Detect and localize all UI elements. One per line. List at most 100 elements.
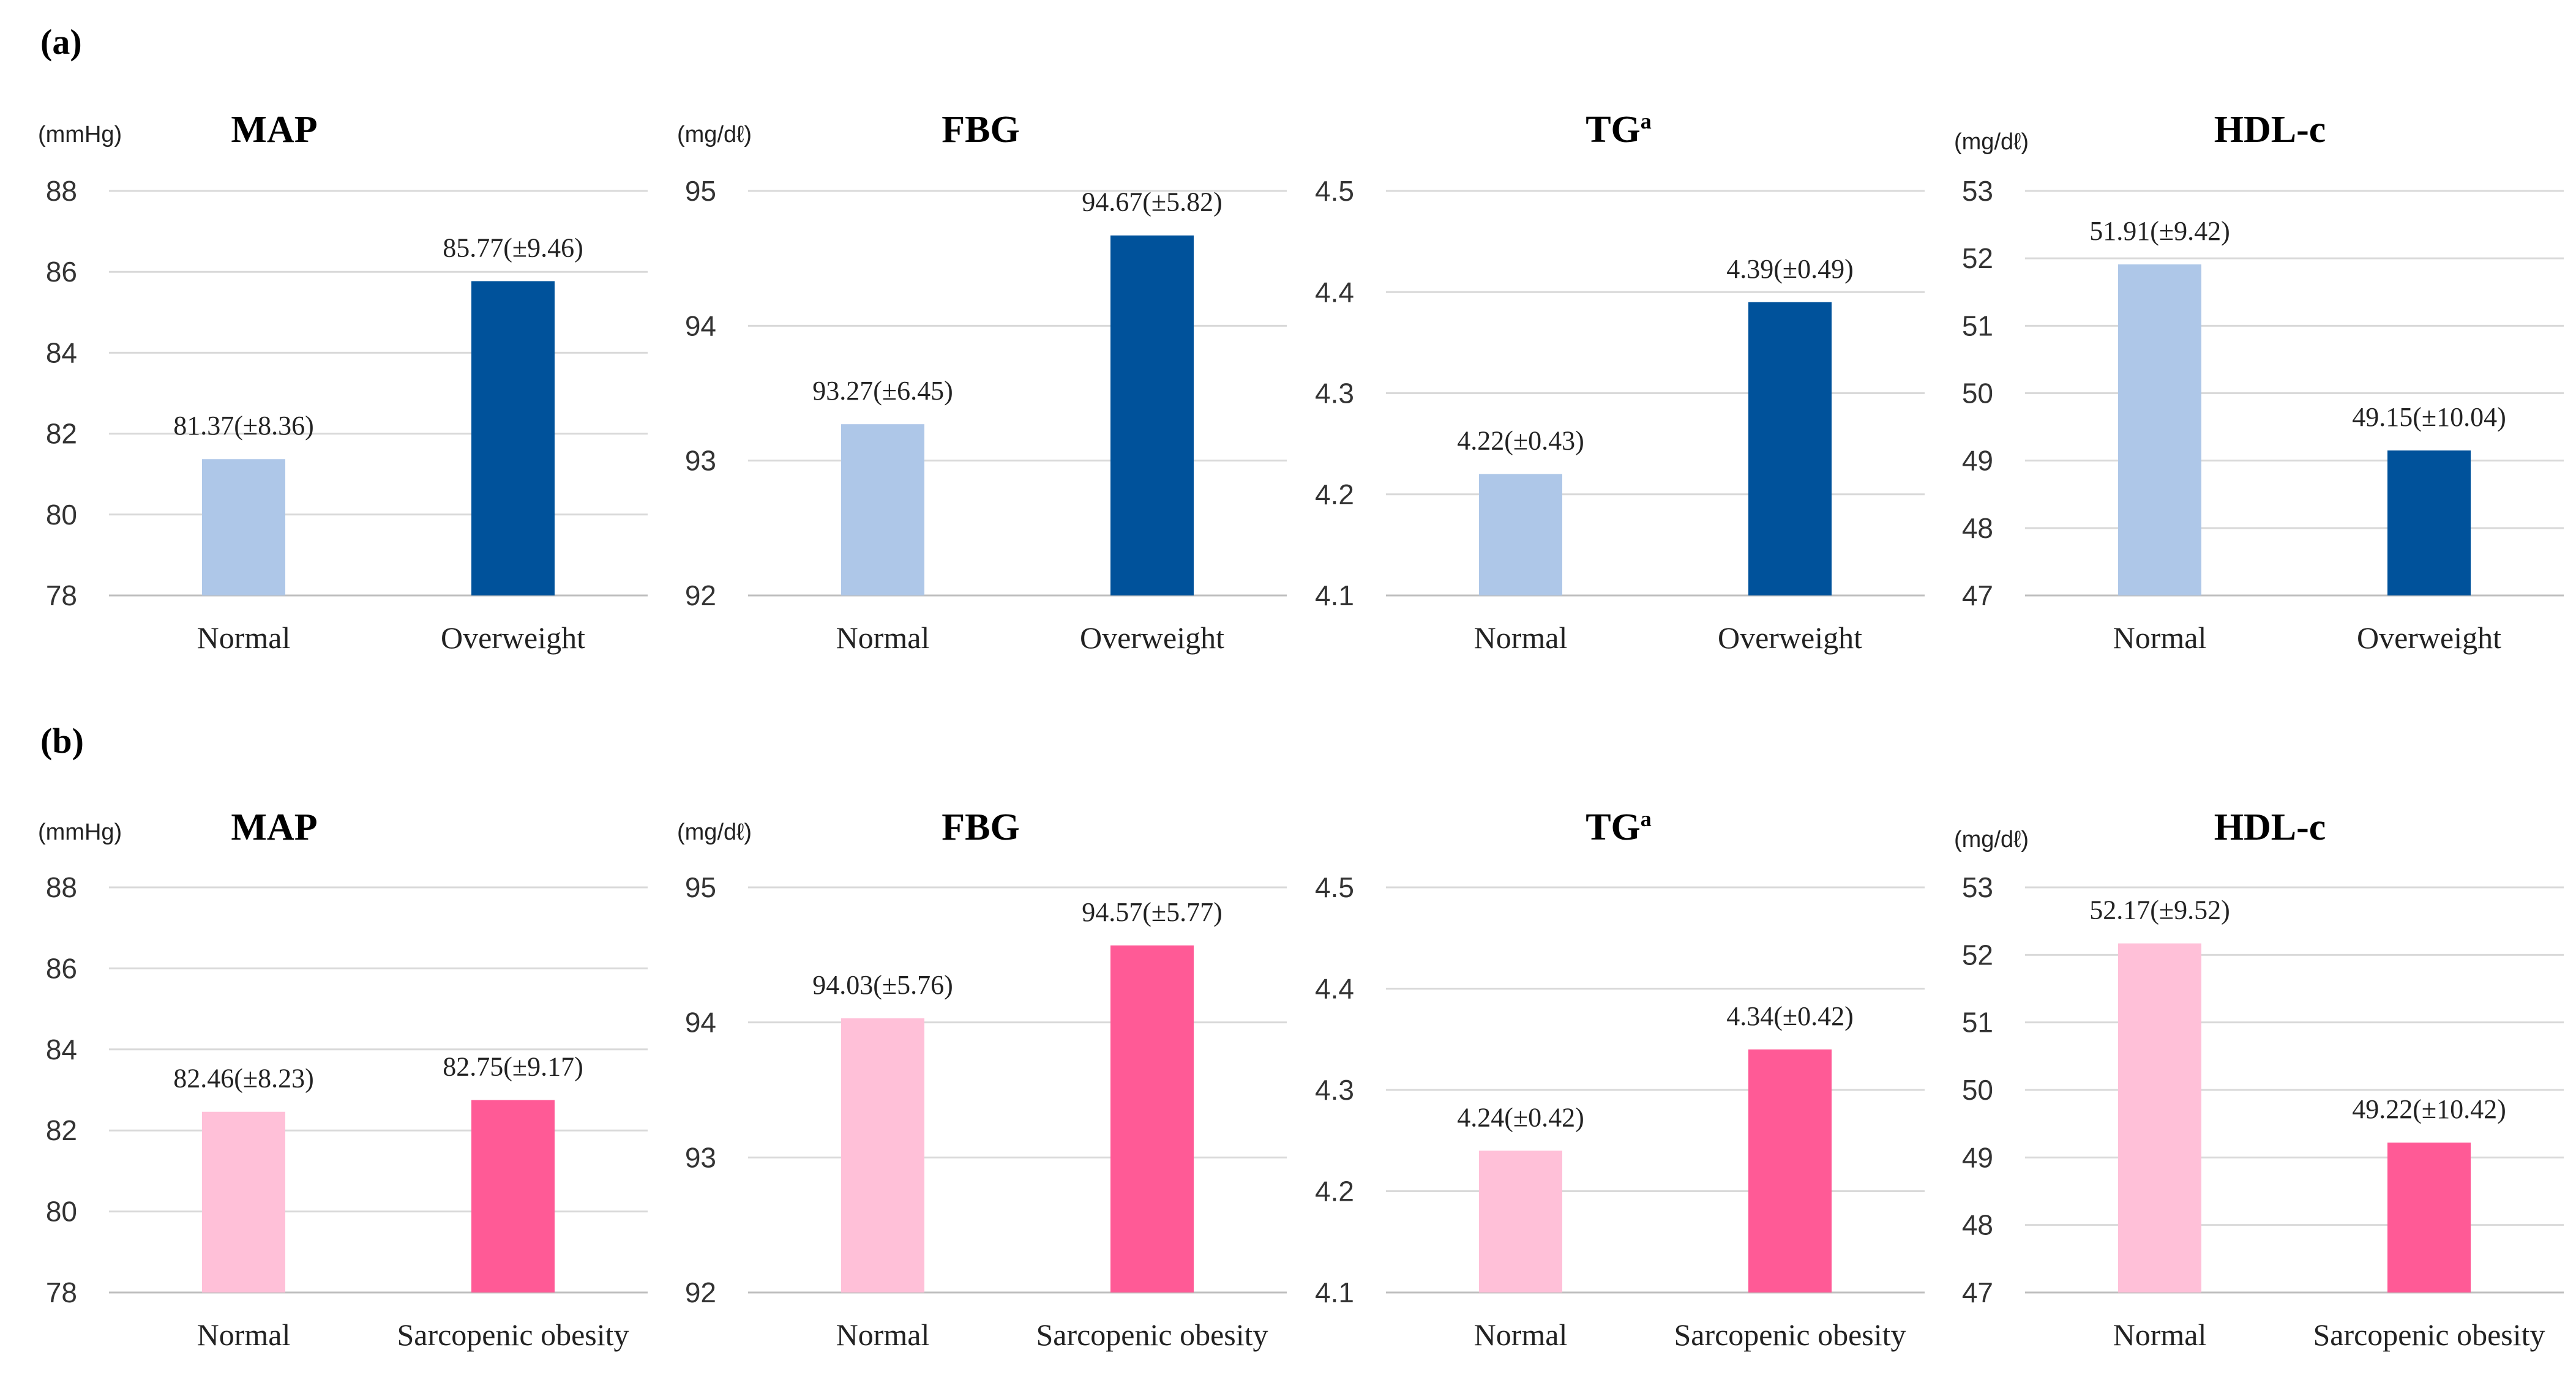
chart-b-tg-title: TGa xyxy=(1586,807,1652,848)
chart-a-hdl-c-ytick-label: 47 xyxy=(1962,580,1993,611)
chart-a-hdl-c-ytick-label: 50 xyxy=(1962,378,1993,409)
chart-b-map-category-label-sarcopenic-obesity: Sarcopenic obesity xyxy=(397,1318,629,1352)
chart-b-tg-data-label-normal: 4.24(±0.42) xyxy=(1457,1102,1584,1132)
chart-b-tg: 4.1 4.2 4.3 4.4 4.5 TGa 4.24(±0.42) Normal 4.34(… xyxy=(1315,807,1925,1352)
chart-a-tg-ytick-label: 4.3 xyxy=(1315,378,1354,409)
chart-a-map-bar-normal xyxy=(202,459,285,595)
chart-b-map-bar-sarcopenic-obesity xyxy=(471,1100,555,1292)
panel-label-a: (a) xyxy=(40,22,82,62)
chart-a-fbg-title: FBG xyxy=(942,109,1019,151)
chart-a-map-ytick-label: 84 xyxy=(46,337,77,368)
chart-b-map-ytick-label: 86 xyxy=(46,952,77,984)
chart-b-fbg-ytick-label: 94 xyxy=(685,1007,716,1039)
chart-b-fbg-bar-normal xyxy=(841,1018,924,1292)
chart-a-tg-data-label-overweight: 4.39(±0.49) xyxy=(1726,254,1853,284)
chart-a-map-title: MAP xyxy=(231,109,317,151)
chart-b-fbg-ytick-label: 92 xyxy=(685,1277,716,1308)
chart-b-hdl-c-ytick-label: 51 xyxy=(1962,1007,1993,1039)
chart-a-tg-title-superscript: a xyxy=(1641,109,1652,133)
chart-b-hdl-c-data-label-sarcopenic-obesity: 49.22(±10.42) xyxy=(2352,1094,2506,1124)
chart-b-fbg-bar-sarcopenic-obesity xyxy=(1110,945,1194,1292)
chart-a-fbg-ytick-label: 92 xyxy=(685,580,716,611)
chart-a-fbg-unit-label: (mg/dℓ) xyxy=(677,122,752,147)
chart-b-fbg: 92 93 94 95 FBG (mg/dℓ) 94.03(±5.76) Normal 94.5… xyxy=(677,807,1287,1352)
chart-a-map-ytick-label: 78 xyxy=(46,580,77,611)
chart-a-fbg: 92 93 94 95 FBG (mg/dℓ) 93.27(±6.45) Normal 94.6… xyxy=(677,109,1287,655)
chart-b-hdl-c-data-label-normal: 52.17(±9.52) xyxy=(2089,895,2230,925)
chart-a-map-bar-overweight xyxy=(471,281,555,595)
chart-a-map-category-label-overweight: Overweight xyxy=(441,621,585,655)
chart-b-map-ytick-label: 82 xyxy=(46,1114,77,1146)
chart-b-hdl-c-ytick-label: 50 xyxy=(1962,1074,1993,1106)
chart-a-map-data-label-normal: 81.37(±8.36) xyxy=(173,411,313,441)
chart-a-hdl-c-title: HDL-c xyxy=(2214,109,2326,151)
chart-a-hdl-c-ytick-label: 52 xyxy=(1962,242,1993,274)
chart-b-tg-ytick-label: 4.1 xyxy=(1315,1277,1354,1308)
chart-b-tg-ytick-label: 4.4 xyxy=(1315,973,1354,1005)
chart-a-fbg-ytick-label: 94 xyxy=(685,310,716,341)
chart-a-tg-data-label-normal: 4.22(±0.43) xyxy=(1457,426,1584,456)
chart-b-tg-category-label-sarcopenic-obesity: Sarcopenic obesity xyxy=(1674,1318,1906,1352)
chart-a-fbg-ytick-label: 93 xyxy=(685,445,716,477)
chart-a-hdl-c-category-label-normal: Normal xyxy=(2113,621,2207,655)
chart-b-fbg-category-label-sarcopenic-obesity: Sarcopenic obesity xyxy=(1036,1318,1268,1352)
chart-a-fbg-bar-normal xyxy=(841,424,924,595)
chart-b-tg-ytick-label: 4.3 xyxy=(1315,1074,1354,1106)
chart-b-map-ytick-label: 80 xyxy=(46,1196,77,1228)
chart-a-hdl-c-data-label-normal: 51.91(±9.42) xyxy=(2089,216,2230,246)
chart-a-hdl-c-category-label-overweight: Overweight xyxy=(2357,621,2501,655)
chart-a-tg-ytick-label: 4.5 xyxy=(1315,175,1354,207)
chart-a-hdl-c-bar-normal xyxy=(2118,264,2201,595)
chart-a-hdl-c-data-label-overweight: 49.15(±10.04) xyxy=(2352,402,2506,432)
chart-a-hdl-c: 47 48 49 50 51 52 53 HDL-c (mg/dℓ) 51.91(±9.42) No… xyxy=(1954,109,2564,655)
chart-a-hdl-c-ytick-label: 53 xyxy=(1962,175,1993,207)
chart-a-fbg-data-label-overweight: 94.67(±5.82) xyxy=(1082,187,1222,217)
chart-a-tg-ytick-label: 4.1 xyxy=(1315,580,1354,611)
chart-b-map-ytick-label: 88 xyxy=(46,871,77,903)
chart-a-map-ytick-label: 80 xyxy=(46,499,77,531)
chart-b-hdl-c-bar-sarcopenic-obesity xyxy=(2387,1143,2471,1292)
chart-b-hdl-c-ytick-label: 52 xyxy=(1962,939,1993,971)
chart-b-tg-bar-normal xyxy=(1479,1151,1562,1292)
chart-b-tg-data-label-sarcopenic-obesity: 4.34(±0.42) xyxy=(1726,1001,1853,1031)
chart-b-fbg-data-label-sarcopenic-obesity: 94.57(±5.77) xyxy=(1082,897,1222,927)
chart-a-tg-title: TGa xyxy=(1586,109,1652,151)
chart-a-fbg-ytick-label: 95 xyxy=(685,175,716,207)
chart-b-hdl-c-ytick-label: 49 xyxy=(1962,1141,1993,1173)
chart-b-hdl-c-ytick-label: 47 xyxy=(1962,1277,1993,1308)
chart-a-tg-category-label-normal: Normal xyxy=(1474,621,1568,655)
chart-a-map-ytick-label: 88 xyxy=(46,175,77,207)
chart-b-map-ytick-label: 78 xyxy=(46,1277,77,1308)
chart-b-map-data-label-sarcopenic-obesity: 82.75(±9.17) xyxy=(443,1052,583,1082)
chart-b-fbg-unit-label: (mg/dℓ) xyxy=(677,819,752,845)
chart-b-hdl-c-ytick-label: 48 xyxy=(1962,1209,1993,1241)
chart-b-hdl-c-title: HDL-c xyxy=(2214,807,2326,848)
chart-b-map-unit-label: (mmHg) xyxy=(38,819,122,845)
chart-b-tg-category-label-normal: Normal xyxy=(1474,1318,1568,1352)
chart-a-tg-category-label-overweight: Overweight xyxy=(1718,621,1862,655)
chart-a-tg-ytick-label: 4.4 xyxy=(1315,276,1354,308)
chart-b-hdl-c-ytick-label: 53 xyxy=(1962,871,1993,903)
chart-b-fbg-ytick-label: 95 xyxy=(685,871,716,903)
chart-b-map-title: MAP xyxy=(231,807,317,848)
chart-b-fbg-data-label-normal: 94.03(±5.76) xyxy=(812,970,953,1000)
chart-b-tg-bar-sarcopenic-obesity xyxy=(1748,1049,1832,1292)
chart-a-map-category-label-normal: Normal xyxy=(197,621,291,655)
chart-b-hdl-c-category-label-sarcopenic-obesity: Sarcopenic obesity xyxy=(2313,1318,2545,1352)
chart-a-hdl-c-ytick-label: 51 xyxy=(1962,310,1993,341)
chart-a-hdl-c-unit-label: (mg/dℓ) xyxy=(1954,129,2029,155)
chart-a-map-data-label-overweight: 85.77(±9.46) xyxy=(443,233,583,263)
chart-b-tg-ytick-label: 4.5 xyxy=(1315,871,1354,903)
chart-b-hdl-c: 47 48 49 50 51 52 53 HDL-c (mg/dℓ) 52.17(±9.52) No… xyxy=(1954,807,2564,1352)
chart-a-hdl-c-ytick-label: 49 xyxy=(1962,445,1993,477)
chart-b-fbg-ytick-label: 93 xyxy=(685,1141,716,1173)
chart-b-fbg-category-label-normal: Normal xyxy=(836,1318,930,1352)
chart-a-tg: 4.1 4.2 4.3 4.4 4.5 TGa 4.22(±0.43) Normal 4.39(… xyxy=(1315,109,1925,655)
chart-b-map-data-label-normal: 82.46(±8.23) xyxy=(173,1064,313,1094)
chart-a-map-ytick-label: 82 xyxy=(46,418,77,450)
chart-b-map-ytick-label: 84 xyxy=(46,1034,77,1065)
charts-container: 78 80 82 84 86 88 MAP (mmHg) 81.37(±8.36) Normal 8… xyxy=(38,109,2564,1352)
chart-a-hdl-c-ytick-label: 48 xyxy=(1962,512,1993,544)
chart-a-tg-bar-normal xyxy=(1479,474,1562,595)
